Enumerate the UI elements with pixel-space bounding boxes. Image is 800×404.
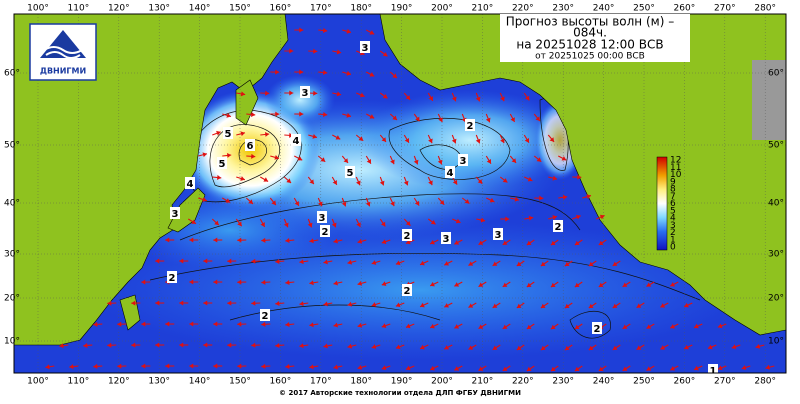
lon-label-bottom: 160° bbox=[270, 377, 292, 387]
title-box: Прогноз высоты волн (м) – 084ч. на 20251… bbox=[500, 14, 690, 62]
lon-label-top: 120° bbox=[108, 4, 130, 14]
lat-label-right: 20° bbox=[768, 294, 784, 304]
contour-label: 3 bbox=[172, 209, 179, 220]
lon-label-bottom: 280° bbox=[754, 377, 776, 387]
lon-label-bottom: 100° bbox=[27, 377, 49, 387]
contour-label: 2 bbox=[404, 231, 411, 242]
lon-label-top: 230° bbox=[552, 4, 574, 14]
contour-label: 2 bbox=[467, 121, 474, 132]
lon-label-top: 130° bbox=[148, 4, 170, 14]
contour-label: 6 bbox=[247, 141, 254, 152]
lon-label-top: 110° bbox=[68, 4, 90, 14]
colorbar-label: 0 bbox=[670, 243, 676, 253]
contour-label: 5 bbox=[225, 129, 232, 140]
lon-label-top: 100° bbox=[27, 4, 49, 14]
issue-time: от 20251025 00:00 ВСВ bbox=[535, 52, 645, 62]
lat-label-left: 20° bbox=[4, 294, 20, 304]
contour-label: 2 bbox=[555, 222, 562, 233]
lon-label-bottom: 270° bbox=[714, 377, 736, 387]
contour-label: 3 bbox=[362, 43, 369, 54]
contour-label: 4 bbox=[187, 179, 194, 190]
lon-label-bottom: 150° bbox=[229, 377, 251, 387]
lon-label-top: 160° bbox=[270, 4, 292, 14]
lon-label-bottom: 180° bbox=[350, 377, 372, 387]
lat-label-left: 50° bbox=[4, 141, 20, 151]
lon-label-bottom: 190° bbox=[391, 377, 413, 387]
lat-label-right: 60° bbox=[768, 69, 784, 79]
logo: ДВНИГМИ bbox=[30, 24, 96, 80]
footer: © 2017 Авторские технологии отдела ДЛП Ф… bbox=[279, 389, 521, 397]
contour-label: 5 bbox=[347, 168, 354, 179]
wave-field bbox=[265, 75, 335, 125]
contour-label: 3 bbox=[319, 213, 326, 224]
contour-label: 3 bbox=[460, 156, 467, 167]
lon-label-bottom: 120° bbox=[108, 377, 130, 387]
lat-label-left: 10° bbox=[4, 337, 20, 347]
lon-label-top: 280° bbox=[754, 4, 776, 14]
lat-label-right: 10° bbox=[768, 337, 784, 347]
contour-label: 5 bbox=[219, 159, 226, 170]
contour-label: 4 bbox=[293, 136, 300, 147]
lon-label-bottom: 110° bbox=[68, 377, 90, 387]
contour-label: 3 bbox=[302, 88, 309, 99]
contour-label: 1 bbox=[710, 366, 717, 377]
contour-label: 4 bbox=[447, 168, 454, 179]
lon-label-top: 170° bbox=[310, 4, 332, 14]
lon-label-top: 210° bbox=[472, 4, 494, 14]
lon-label-top: 270° bbox=[714, 4, 736, 14]
lat-label-left: 30° bbox=[4, 250, 20, 260]
lon-label-bottom: 130° bbox=[148, 377, 170, 387]
lon-label-top: 150° bbox=[229, 4, 251, 14]
lat-label-right: 30° bbox=[768, 250, 784, 260]
contour-label: 2 bbox=[404, 286, 411, 297]
lon-label-bottom: 230° bbox=[552, 377, 574, 387]
lon-label-top: 200° bbox=[431, 4, 453, 14]
logo-text: ДВНИГМИ bbox=[40, 67, 86, 76]
lon-label-top: 240° bbox=[593, 4, 615, 14]
contour-label: 2 bbox=[262, 311, 269, 322]
contour-label: 2 bbox=[169, 273, 176, 284]
lat-label-right: 50° bbox=[768, 141, 784, 151]
lat-label-left: 40° bbox=[4, 199, 20, 209]
lon-label-bottom: 260° bbox=[674, 377, 696, 387]
lon-label-bottom: 240° bbox=[593, 377, 615, 387]
lon-label-top: 190° bbox=[391, 4, 413, 14]
lon-label-top: 140° bbox=[189, 4, 211, 14]
lon-label-bottom: 250° bbox=[633, 377, 655, 387]
contour-label: 2 bbox=[594, 324, 601, 335]
lon-label-top: 260° bbox=[674, 4, 696, 14]
contour-label: 2 bbox=[322, 227, 329, 238]
lat-label-left: 60° bbox=[4, 69, 20, 79]
contour-label: 3 bbox=[495, 230, 502, 241]
valid-time: на 20251028 12:00 ВСВ bbox=[516, 38, 663, 52]
lon-label-top: 180° bbox=[350, 4, 372, 14]
contour-label: 3 bbox=[443, 234, 450, 245]
lat-label-right: 40° bbox=[768, 199, 784, 209]
lon-label-bottom: 220° bbox=[512, 377, 534, 387]
lon-label-bottom: 210° bbox=[472, 377, 494, 387]
lon-label-top: 250° bbox=[633, 4, 655, 14]
colorbar-scale bbox=[657, 157, 667, 250]
lon-label-bottom: 170° bbox=[310, 377, 332, 387]
lon-label-top: 220° bbox=[512, 4, 534, 14]
lon-label-bottom: 200° bbox=[431, 377, 453, 387]
lon-label-bottom: 140° bbox=[189, 377, 211, 387]
